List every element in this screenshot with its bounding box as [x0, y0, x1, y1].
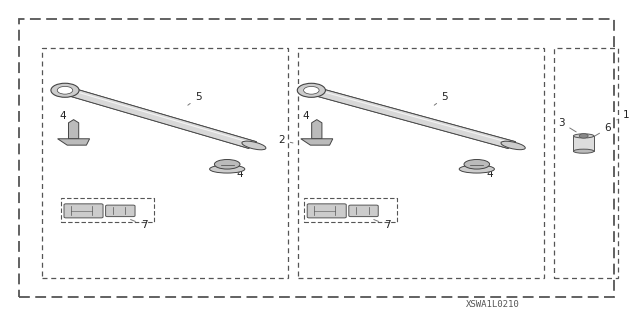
Text: 4: 4 [60, 111, 74, 126]
Bar [554, 48, 618, 278]
Polygon shape [58, 139, 90, 145]
Text: 4: 4 [479, 168, 493, 179]
Bar [573, 136, 594, 151]
FancyBboxPatch shape [307, 204, 346, 218]
Text: 7: 7 [131, 219, 147, 230]
Ellipse shape [501, 141, 525, 150]
Text: 5: 5 [188, 92, 202, 105]
Text: 6: 6 [593, 123, 611, 137]
Ellipse shape [573, 134, 594, 138]
Ellipse shape [214, 160, 240, 169]
Text: 2: 2 [278, 135, 293, 145]
Bar [19, 19, 614, 297]
Text: 1: 1 [617, 110, 629, 120]
Bar [42, 48, 288, 278]
Ellipse shape [210, 165, 244, 173]
Circle shape [57, 86, 73, 94]
Text: 7: 7 [374, 219, 390, 230]
Polygon shape [310, 87, 516, 149]
Polygon shape [301, 139, 333, 145]
FancyBboxPatch shape [349, 205, 378, 217]
Text: 4: 4 [303, 111, 317, 126]
FancyBboxPatch shape [64, 204, 103, 218]
Text: 4: 4 [230, 168, 243, 179]
Polygon shape [312, 120, 322, 139]
Ellipse shape [460, 165, 495, 173]
Bar [61, 198, 154, 222]
Circle shape [579, 134, 588, 138]
Text: 5: 5 [434, 92, 448, 105]
Text: XSWA1L0210: XSWA1L0210 [466, 300, 520, 309]
Polygon shape [63, 88, 257, 148]
FancyBboxPatch shape [106, 205, 135, 217]
Circle shape [297, 83, 325, 97]
Circle shape [303, 86, 319, 94]
Text: 3: 3 [558, 118, 576, 132]
Bar [304, 198, 397, 222]
Ellipse shape [464, 160, 490, 169]
Bar [298, 48, 544, 278]
Ellipse shape [573, 149, 594, 153]
Polygon shape [68, 120, 79, 139]
Circle shape [51, 83, 79, 97]
Ellipse shape [242, 141, 266, 150]
